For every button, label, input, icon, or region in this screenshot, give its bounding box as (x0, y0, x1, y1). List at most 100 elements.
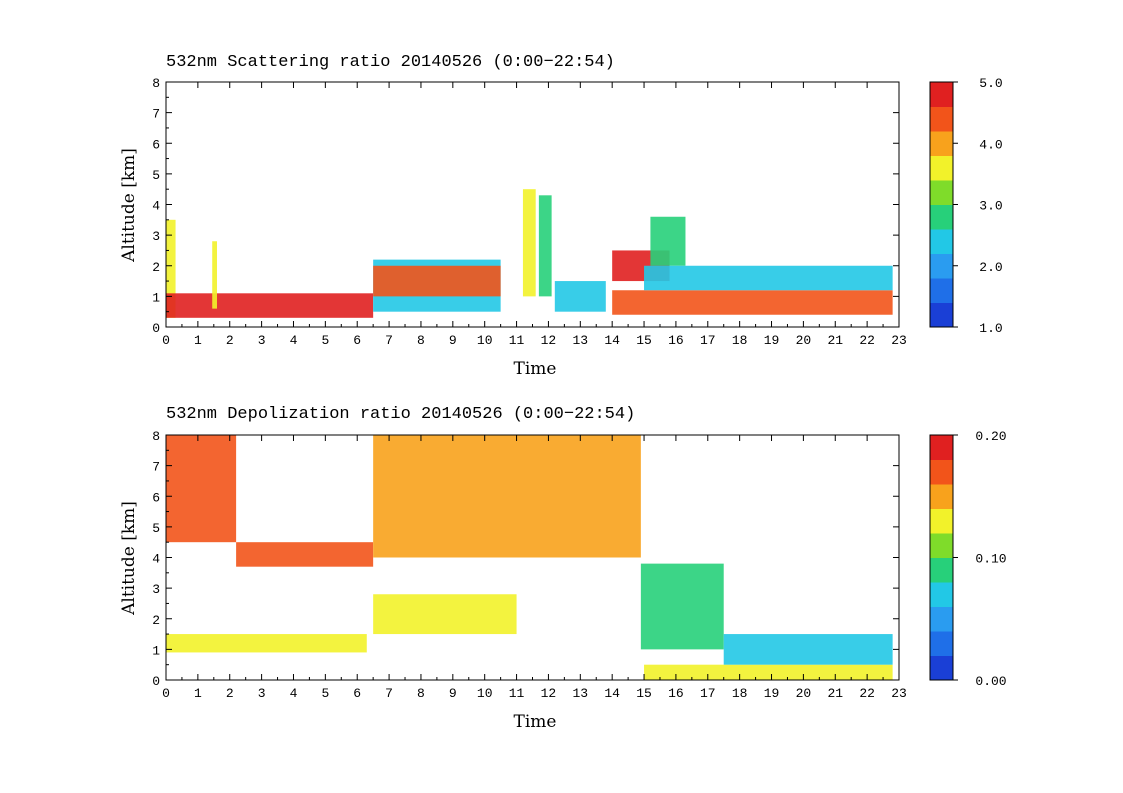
colorbar-segment (930, 533, 953, 558)
x-tick-label: 9 (449, 333, 457, 348)
colorbar-tick-label: 4.0 (979, 137, 1002, 152)
colorbar: 1.0 2.0 3.0 4.0 5.0 (929, 76, 1003, 336)
x-tick-label: 18 (732, 686, 748, 701)
y-tick-label: 5 (152, 521, 160, 536)
heatmap-cell (723, 634, 893, 665)
y-axis: 0 1 2 3 4 5 6 7 8 (152, 76, 899, 336)
x-tick-label: 7 (385, 333, 393, 348)
x-tick-label: 12 (541, 686, 557, 701)
colorbar-segment (930, 82, 953, 107)
y-tick-label: 6 (152, 490, 160, 505)
heatmap-cell (373, 265, 501, 297)
y-tick-label: 0 (152, 674, 160, 689)
heatmap-cell (166, 634, 367, 653)
x-tick-label: 20 (796, 333, 812, 348)
x-tick-label: 14 (604, 686, 620, 701)
x-tick-label: 8 (417, 333, 425, 348)
x-axis: 0 1 2 3 4 5 6 7 8 9 10 11 12 13 14 15 16 17 18 19 20 21 22 23 (162, 82, 907, 348)
heatmap-cell (650, 216, 686, 266)
x-tick-label: 16 (668, 686, 684, 701)
heatmap-cell (612, 290, 893, 315)
heatmap-cell (373, 435, 641, 558)
x-tick-label: 1 (194, 333, 202, 348)
x-tick-label: 3 (258, 333, 266, 348)
y-tick-label: 3 (152, 582, 160, 597)
x-tick-label: 1 (194, 686, 202, 701)
x-tick-label: 22 (859, 333, 875, 348)
colorbar-tick-label: 0.20 (975, 429, 1006, 444)
x-tick-label: 20 (796, 686, 812, 701)
heatmap-cells (166, 435, 893, 680)
heatmap-cell (538, 195, 552, 297)
y-tick-label: 8 (152, 76, 160, 91)
x-tick-label: 10 (477, 686, 493, 701)
x-axis: 0 1 2 3 4 5 6 7 8 9 10 11 12 13 14 15 16 17 18 19 20 21 22 23 (162, 435, 907, 701)
y-tick-label: 5 (152, 168, 160, 183)
x-tick-label: 6 (353, 686, 361, 701)
y-tick-label: 7 (152, 460, 160, 475)
depolarization-ratio-panel: 532nm Depolization ratio 20140526 (0:00−… (119, 405, 1007, 732)
y-tick-label: 2 (152, 613, 160, 628)
colorbar-segment (930, 278, 953, 303)
x-tick-label: 23 (891, 333, 907, 348)
x-tick-label: 4 (290, 333, 298, 348)
chart-title: 532nm Depolization ratio 20140526 (0:00−… (166, 405, 635, 424)
x-tick-label: 16 (668, 333, 684, 348)
colorbar: 0.00 0.10 0.20 (929, 429, 1007, 689)
colorbar-segment (930, 131, 953, 156)
y-tick-label: 3 (152, 229, 160, 244)
colorbar-segment (930, 302, 953, 328)
colorbar-segment (930, 204, 953, 230)
x-axis-label: Time (514, 359, 557, 379)
x-tick-label: 7 (385, 686, 393, 701)
colorbar-segment (930, 253, 953, 279)
y-tick-label: 6 (152, 137, 160, 152)
x-tick-label: 21 (827, 333, 843, 348)
y-axis-label: Altitude [km] (119, 501, 139, 616)
colorbar-segment (930, 606, 953, 632)
x-tick-label: 19 (764, 686, 780, 701)
heatmap-cell (212, 241, 217, 309)
x-tick-label: 18 (732, 333, 748, 348)
x-tick-label: 11 (509, 686, 525, 701)
x-tick-label: 5 (321, 333, 329, 348)
x-tick-label: 19 (764, 333, 780, 348)
x-tick-label: 11 (509, 333, 525, 348)
x-tick-label: 22 (859, 686, 875, 701)
x-tick-label: 17 (700, 333, 716, 348)
x-tick-label: 15 (636, 333, 652, 348)
colorbar-segment (930, 655, 953, 681)
colorbar-segment (930, 180, 953, 205)
heatmap-cell (166, 435, 237, 543)
y-tick-label: 4 (152, 199, 160, 214)
x-tick-label: 13 (572, 333, 588, 348)
x-tick-label: 13 (572, 686, 588, 701)
x-tick-label: 21 (827, 686, 843, 701)
colorbar-segment (930, 435, 953, 460)
heatmap-cell (522, 189, 536, 297)
y-tick-label: 7 (152, 107, 160, 122)
heatmap-cell (640, 563, 724, 650)
x-tick-label: 2 (226, 686, 234, 701)
x-tick-label: 17 (700, 686, 716, 701)
x-tick-label: 15 (636, 686, 652, 701)
colorbar-segment (930, 484, 953, 509)
heatmap-cell (644, 265, 893, 291)
y-tick-label: 1 (152, 643, 160, 658)
x-tick-label: 6 (353, 333, 361, 348)
colorbar-segment (930, 155, 953, 181)
colorbar-segment (930, 106, 953, 132)
x-tick-label: 8 (417, 686, 425, 701)
y-tick-label: 2 (152, 260, 160, 275)
colorbar-tick-label: 0.10 (975, 552, 1006, 567)
colorbar-tick-label: 3.0 (979, 199, 1002, 214)
colorbar-segment (930, 459, 953, 485)
scattering-ratio-panel: 532nm Scattering ratio 20140526 (0:00−22… (119, 53, 1003, 379)
x-tick-label: 10 (477, 333, 493, 348)
colorbar-tick-label: 5.0 (979, 76, 1002, 91)
chart-title: 532nm Scattering ratio 20140526 (0:00−22… (166, 53, 615, 72)
y-axis-label: Altitude [km] (119, 148, 139, 263)
y-tick-label: 1 (152, 290, 160, 305)
colorbar-tick-label: 1.0 (979, 321, 1002, 336)
y-tick-label: 4 (152, 552, 160, 567)
